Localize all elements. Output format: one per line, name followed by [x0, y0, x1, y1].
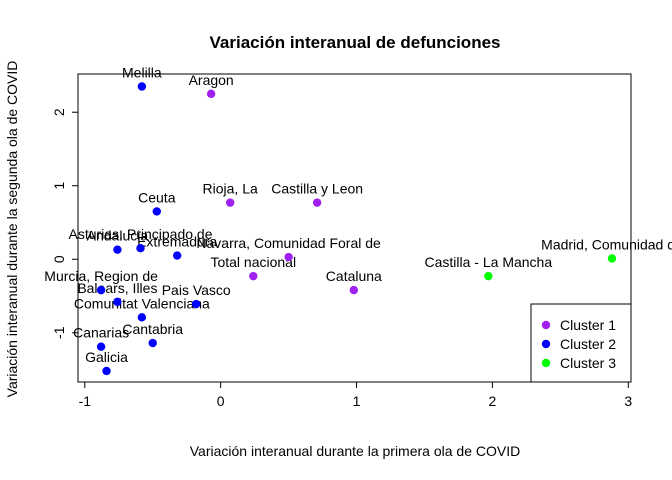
point-labels: Melilla Aragon Rioja, La Castilla y Leon Ceu… [44, 64, 672, 364]
data-point [96, 342, 106, 351]
x-axis-label: Variación interanual durante la primera … [190, 443, 520, 459]
point-label: Navarra, Comunidad Foral de [196, 235, 381, 251]
data-point [206, 89, 216, 99]
chart-title: Variación interanual de defunciones [210, 33, 501, 52]
point-label: Madrid, Comunidad de [541, 237, 672, 253]
point-label: Aragon [189, 72, 234, 88]
y-axis-label: Variación interanual durante la segunda … [4, 61, 20, 398]
legend-swatch [541, 358, 551, 368]
data-point [96, 285, 106, 295]
point-label: Total nacional [210, 254, 296, 270]
point-label: Extremadura [137, 234, 217, 250]
y-tick-label: -1 [51, 326, 67, 339]
plot-frame [77, 73, 632, 383]
legend-label: Cluster 3 [560, 355, 616, 371]
axes: -1 0 1 2 3 -1 0 1 2 [51, 108, 632, 409]
point-label: Murcia, Region de [44, 268, 158, 284]
data-point [137, 313, 147, 322]
data-point [113, 245, 122, 254]
point-label: Castilla - La Mancha [425, 254, 553, 270]
data-point [312, 198, 322, 207]
x-tick-label: 2 [489, 393, 497, 409]
data-point [607, 254, 617, 263]
point-label: Cantabria [122, 321, 183, 337]
legend: Cluster 1 Cluster 2 Cluster 3 [530, 303, 632, 383]
y-tick-label: 2 [51, 108, 67, 116]
point-label: Ceuta [138, 189, 176, 205]
data-point [349, 285, 359, 295]
data-points [96, 82, 617, 376]
point-label: Comunitat Valenciana [74, 295, 210, 311]
data-point [102, 366, 111, 376]
y-tick-label: 1 [51, 182, 67, 190]
point-label: Andalucia [87, 228, 149, 244]
point-label: Castilla y Leon [271, 181, 363, 197]
x-tick-label: 3 [624, 393, 632, 409]
point-label: Rioja, La [203, 181, 258, 197]
data-point [113, 297, 122, 307]
legend-swatch [541, 320, 551, 330]
legend-label: Cluster 1 [560, 317, 616, 333]
point-label: Melilla [122, 64, 162, 80]
data-point [249, 271, 258, 281]
data-point [284, 252, 293, 262]
x-tick-label: 1 [353, 393, 361, 409]
y-tick-label: 0 [51, 255, 67, 263]
data-point [172, 251, 182, 260]
data-point [225, 198, 235, 207]
data-point [148, 338, 157, 348]
point-label: Pais Vasco [162, 282, 231, 298]
data-point [137, 82, 147, 91]
point-label: Cataluna [326, 268, 382, 284]
point-label: Balears, Illes [77, 280, 157, 296]
x-tick-label: -1 [79, 393, 92, 409]
x-tick-label: 0 [217, 393, 225, 409]
point-label: Galicia [85, 349, 128, 365]
data-point [192, 299, 201, 309]
point-label: Asturias, Principado de [69, 226, 213, 242]
data-point [484, 271, 493, 281]
data-point [136, 244, 145, 253]
legend-label: Cluster 2 [560, 336, 616, 352]
legend-swatch [541, 339, 551, 349]
point-label: Canarias [73, 325, 129, 341]
data-point [152, 207, 162, 216]
